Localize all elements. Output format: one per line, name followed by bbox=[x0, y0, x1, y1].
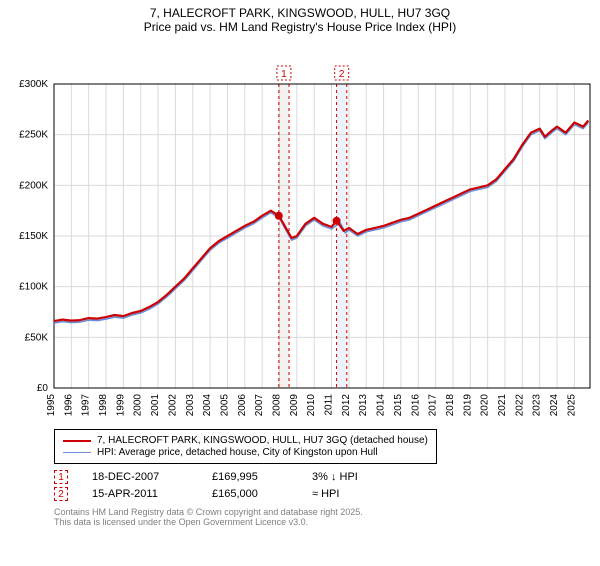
svg-text:£50K: £50K bbox=[25, 332, 49, 343]
legend-item: HPI: Average price, detached house, City… bbox=[63, 447, 428, 458]
transaction-date: 18-DEC-2007 bbox=[92, 471, 212, 483]
svg-text:2013: 2013 bbox=[358, 394, 369, 417]
transaction-price: £169,995 bbox=[212, 471, 312, 483]
svg-text:2014: 2014 bbox=[376, 394, 387, 417]
svg-text:2012: 2012 bbox=[341, 394, 352, 417]
svg-text:2019: 2019 bbox=[462, 394, 473, 417]
svg-text:1996: 1996 bbox=[63, 394, 74, 417]
chart-title-line1: 7, HALECROFT PARK, KINGSWOOD, HULL, HU7 … bbox=[0, 6, 600, 20]
transaction-price: £165,000 bbox=[212, 488, 312, 500]
svg-text:£0: £0 bbox=[37, 383, 49, 394]
legend: 7, HALECROFT PARK, KINGSWOOD, HULL, HU7 … bbox=[54, 429, 437, 464]
svg-text:2020: 2020 bbox=[480, 394, 491, 417]
line-chart: £0 £50K £100K £150K £200K £250K £300K 1995 1996 1… bbox=[0, 40, 600, 420]
copyright-line2: This data is licensed under the Open Gov… bbox=[54, 517, 600, 527]
svg-text:£100K: £100K bbox=[19, 282, 48, 293]
svg-text:2016: 2016 bbox=[410, 394, 421, 417]
svg-text:£250K: £250K bbox=[19, 130, 48, 141]
svg-text:£300K: £300K bbox=[19, 79, 48, 90]
svg-text:1997: 1997 bbox=[81, 394, 92, 417]
legend-swatch bbox=[63, 452, 91, 453]
svg-text:2000: 2000 bbox=[133, 394, 144, 417]
svg-text:2021: 2021 bbox=[497, 394, 508, 417]
svg-text:1995: 1995 bbox=[46, 394, 57, 417]
svg-text:2010: 2010 bbox=[306, 394, 317, 417]
legend-label: 7, HALECROFT PARK, KINGSWOOD, HULL, HU7 … bbox=[97, 435, 428, 446]
transaction-date: 15-APR-2011 bbox=[92, 488, 212, 500]
copyright: Contains HM Land Registry data © Crown c… bbox=[54, 507, 600, 527]
transaction-marker: 1 bbox=[54, 470, 68, 484]
chart-title-line2: Price paid vs. HM Land Registry's House … bbox=[0, 20, 600, 34]
svg-text:2011: 2011 bbox=[324, 394, 335, 416]
svg-text:2001: 2001 bbox=[150, 394, 161, 417]
svg-text:2003: 2003 bbox=[185, 394, 196, 417]
svg-text:2006: 2006 bbox=[237, 394, 248, 417]
svg-text:2004: 2004 bbox=[202, 394, 213, 417]
transaction-row: 2 15-APR-2011£165,000≈ HPI bbox=[54, 487, 600, 501]
svg-text:2: 2 bbox=[339, 69, 345, 80]
svg-text:2005: 2005 bbox=[219, 394, 230, 417]
svg-text:2024: 2024 bbox=[549, 394, 560, 417]
svg-text:£200K: £200K bbox=[19, 180, 48, 191]
transaction-note: 3% ↓ HPI bbox=[312, 471, 392, 483]
svg-text:2002: 2002 bbox=[167, 394, 178, 417]
svg-text:2017: 2017 bbox=[428, 394, 439, 417]
svg-text:1998: 1998 bbox=[98, 394, 109, 417]
svg-text:£150K: £150K bbox=[19, 231, 48, 242]
legend-item: 7, HALECROFT PARK, KINGSWOOD, HULL, HU7 … bbox=[63, 435, 428, 446]
transaction-row: 1 18-DEC-2007£169,9953% ↓ HPI bbox=[54, 470, 600, 484]
svg-text:2022: 2022 bbox=[514, 394, 525, 417]
legend-label: HPI: Average price, detached house, City… bbox=[97, 447, 378, 458]
transaction-note: ≈ HPI bbox=[312, 488, 392, 500]
svg-text:2008: 2008 bbox=[272, 394, 283, 417]
transaction-marker: 2 bbox=[54, 487, 68, 501]
svg-text:2007: 2007 bbox=[254, 394, 265, 417]
svg-text:2009: 2009 bbox=[289, 394, 300, 417]
legend-swatch bbox=[63, 440, 91, 442]
transaction-table: 1 18-DEC-2007£169,9953% ↓ HPI 2 15-APR-2011… bbox=[54, 470, 600, 501]
chart-area: £0 £50K £100K £150K £200K £250K £300K 1995 1996 1… bbox=[0, 40, 600, 425]
svg-text:2023: 2023 bbox=[532, 394, 543, 417]
svg-text:1999: 1999 bbox=[115, 394, 126, 417]
svg-text:2018: 2018 bbox=[445, 394, 456, 417]
svg-text:1: 1 bbox=[281, 69, 287, 80]
svg-text:2025: 2025 bbox=[566, 394, 577, 417]
copyright-line1: Contains HM Land Registry data © Crown c… bbox=[54, 507, 600, 517]
svg-text:2015: 2015 bbox=[393, 394, 404, 417]
